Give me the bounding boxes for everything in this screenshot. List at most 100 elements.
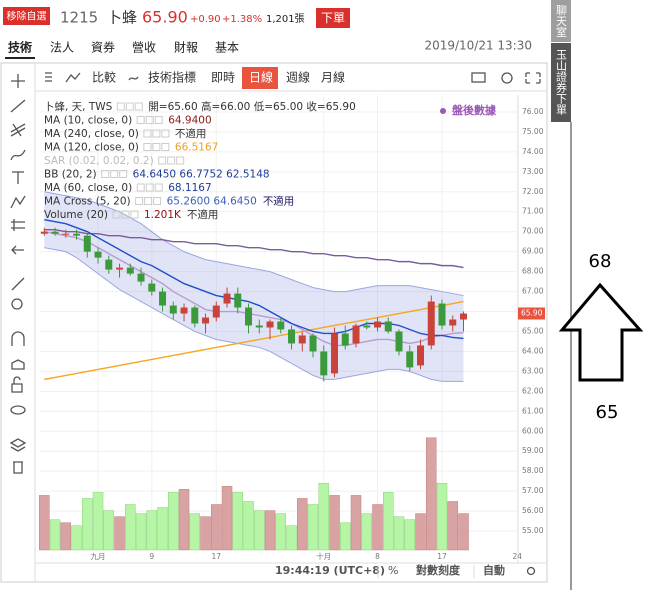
crosshair-tool[interactable]: [11, 74, 25, 88]
volume-bar: [114, 516, 125, 551]
status-log-scale[interactable]: 對數刻度: [416, 563, 461, 577]
candle-body: [126, 267, 134, 274]
candle-body: [191, 307, 199, 324]
watch-button[interactable]: 移除自選: [7, 10, 47, 23]
chart: 55.00 56.00 57.00 58.00 59.00 60.00 61.00 62.00…: [39, 95, 545, 561]
text-tool[interactable]: [12, 171, 24, 184]
legend-icon: [154, 183, 163, 192]
candle-body: [202, 317, 210, 324]
toolbar-item[interactable]: 週線: [286, 70, 310, 85]
toolbar-item[interactable]: 日線: [249, 70, 273, 85]
y-tick-label: 71.00: [522, 207, 544, 216]
volume-bar: [340, 522, 351, 551]
visibility-tool[interactable]: [10, 405, 26, 415]
settings-icon[interactable]: [501, 72, 513, 84]
prediction-tool[interactable]: [11, 219, 25, 231]
legend-value: 64.6450 66.7752 62.5148: [133, 169, 270, 181]
legend-icon: [134, 102, 143, 111]
y-tick-label: 67.00: [522, 287, 544, 296]
candle-body: [374, 321, 382, 328]
watermark: 盤後數據: [451, 103, 497, 117]
toolbar-item[interactable]: 比較: [92, 70, 116, 85]
annotation-upper: 68: [589, 251, 612, 272]
trend-line-tool[interactable]: [10, 99, 26, 113]
legend-label: MA (240, close, 0): [44, 128, 139, 140]
y-tick-label: 75.00: [522, 127, 544, 136]
volume-bar: [350, 495, 362, 551]
y-tick-label: 55.00: [522, 526, 544, 535]
y-tick-label: 69.00: [522, 247, 544, 256]
y-tick-label: 68.00: [522, 267, 544, 276]
legend-icon: [152, 143, 161, 151]
fib-tool[interactable]: [10, 123, 26, 137]
brush-tool[interactable]: [10, 149, 26, 161]
volume-bar: [211, 504, 222, 551]
candle-body: [406, 351, 414, 368]
menu-icon[interactable]: [45, 72, 52, 82]
chat-tab[interactable]: 聊天室: [555, 3, 568, 37]
status-percent[interactable]: %: [388, 564, 398, 577]
back-tool[interactable]: [11, 245, 24, 255]
pattern-tool[interactable]: [10, 195, 26, 209]
tab[interactable]: 營收: [132, 41, 156, 55]
tabs: 技術 法人 資券 營收 財報 基本: [5, 40, 239, 59]
toolbar-item[interactable]: 技術指標: [148, 70, 196, 85]
x-tick-label: 8: [375, 552, 380, 561]
order-button[interactable]: 下單: [321, 11, 345, 25]
volume-bar: [135, 513, 147, 551]
legend-label: Volume (20): [44, 209, 108, 221]
y-tick-label: 76.00: [522, 107, 544, 116]
tab[interactable]: 基本: [215, 41, 239, 55]
watch-button-bg[interactable]: [3, 7, 50, 25]
stock-code: 1215: [60, 9, 98, 27]
chat-tab-bg[interactable]: [551, 0, 571, 42]
magnet-tool[interactable]: [11, 331, 25, 346]
candle-body: [298, 335, 306, 344]
zoom-tool[interactable]: [11, 298, 23, 310]
legend-icon: [101, 170, 110, 178]
x-tick-label: 十月: [316, 551, 331, 561]
legend-value: 68.1167: [168, 182, 211, 194]
volume-bar: [168, 492, 179, 551]
last-price-label: 65.90: [521, 309, 543, 318]
order-button-bg[interactable]: [316, 8, 350, 28]
compare-icon[interactable]: [65, 72, 81, 83]
legend-icon: [167, 156, 176, 165]
fullscreen-icon[interactable]: [525, 72, 541, 84]
indicator-line: [44, 231, 464, 347]
candle-body: [341, 333, 349, 346]
watermark-dot: [440, 108, 446, 114]
status-auto[interactable]: 自動: [483, 563, 505, 577]
tab[interactable]: 技術: [8, 40, 32, 55]
candle-body: [417, 345, 425, 366]
active-interval-bg[interactable]: [242, 67, 278, 89]
tab[interactable]: 資券: [91, 40, 115, 55]
camera-icon[interactable]: [471, 72, 486, 83]
indicator-line: [44, 300, 464, 381]
stock-price: 65.90: [142, 8, 188, 27]
volume-bar: [404, 519, 416, 551]
layers-tool[interactable]: [9, 438, 27, 452]
tab[interactable]: 財報: [174, 40, 198, 55]
last-price-bg: [518, 307, 545, 320]
measure-tool[interactable]: [11, 277, 25, 291]
volume-bar: [447, 501, 459, 551]
y-tick-label: 64.00: [522, 346, 544, 355]
y-tick-label: 62.00: [522, 386, 544, 395]
broker-tab[interactable]: 玉山證券下單: [555, 49, 568, 115]
toolbar-item[interactable]: 即時: [211, 71, 235, 85]
delete-tool[interactable]: [13, 461, 23, 474]
lock-draw-tool[interactable]: [11, 359, 25, 370]
indicator-icon[interactable]: [128, 76, 139, 81]
candle-body: [137, 273, 145, 282]
tab[interactable]: 法人: [50, 41, 74, 55]
status-settings[interactable]: [526, 566, 536, 576]
broker-tab-bg[interactable]: [551, 43, 571, 122]
toolbar-item[interactable]: 月線: [321, 70, 345, 85]
legend-icon: [125, 102, 134, 111]
candle-body: [395, 331, 403, 352]
candle-body: [277, 321, 285, 330]
lock-tool[interactable]: [11, 376, 23, 393]
volume-bar: [426, 437, 437, 551]
volume-bar: [458, 513, 469, 551]
